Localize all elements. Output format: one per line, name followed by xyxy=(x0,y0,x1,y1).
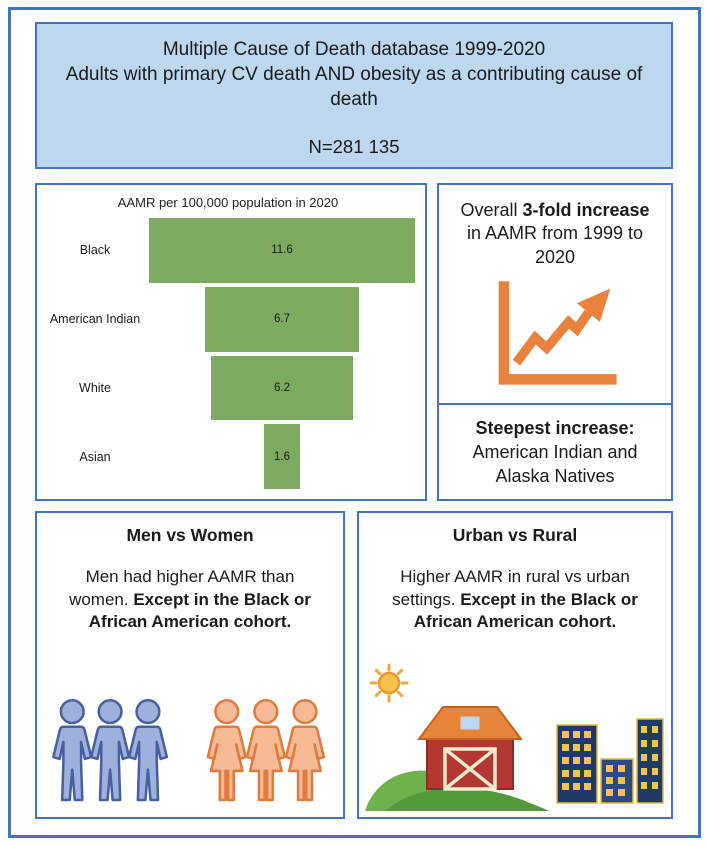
chart-bar: 6.2 xyxy=(210,355,354,421)
increase-text-bold: 3-fold increase xyxy=(522,200,650,220)
increase-text: Overall 3-fold increase in AAMR from 199… xyxy=(456,199,654,269)
infographic-page: Multiple Cause of Death database 1999-20… xyxy=(8,7,701,838)
people-icons-row xyxy=(37,699,343,805)
chart-row: Black 11.6 xyxy=(41,218,415,283)
chart-value-label: 6.7 xyxy=(274,313,290,326)
steepest-text: American Indian and Alaska Natives xyxy=(472,441,638,486)
chart-bar-area: 6.7 xyxy=(149,286,415,352)
sample-size-label: N=281 135 xyxy=(308,136,400,158)
increase-box: Overall 3-fold increase in AAMR from 199… xyxy=(437,183,673,405)
men-vs-women-text-pre: Men had higher AAMR than women. xyxy=(69,567,295,609)
urban-vs-rural-text-pre: Higher AAMR in rural vs urban settings. xyxy=(392,567,630,609)
chart-row: White 6.2 xyxy=(41,355,415,421)
chart-category-label: Black xyxy=(79,243,111,258)
chart-bar-area: 11.6 xyxy=(149,218,415,283)
chart-bar-area: 6.2 xyxy=(149,355,415,421)
chart-bar-area: 1.6 xyxy=(149,424,415,489)
men-vs-women-box: Men vs Women Men had higher AAMR than wo… xyxy=(35,511,345,819)
chart-bar: 11.6 xyxy=(149,218,415,283)
trend-up-chart-icon xyxy=(498,281,617,385)
chart-row: Asian 1.6 xyxy=(41,424,415,489)
header-title-line2: Adults with primary CV death AND obesity… xyxy=(65,64,643,111)
steepest-box: Steepest increase: American Indian and A… xyxy=(437,403,673,501)
men-group-icon xyxy=(52,699,169,802)
chart-value-label: 1.6 xyxy=(274,450,290,463)
chart-rows: Black 11.6 American Indian 6.7 White 6.2 Asian… xyxy=(41,218,415,491)
men-vs-women-title: Men vs Women xyxy=(126,525,254,545)
hills-icon xyxy=(365,770,549,811)
steepest-heading: Steepest increase: xyxy=(475,418,635,438)
men-vs-women-text-bold: Except in the Black or African American … xyxy=(88,589,311,632)
chart-value-label: 11.6 xyxy=(271,244,293,257)
chart-row: American Indian 6.7 xyxy=(41,286,415,352)
increase-text-pre: Overall xyxy=(460,200,523,220)
chart-bar: 1.6 xyxy=(263,424,301,489)
barn-icon xyxy=(417,706,523,791)
men-vs-women-text: Men had higher AAMR than women. Except i… xyxy=(37,566,343,634)
header-title-line1: Multiple Cause of Death database 1999-20… xyxy=(162,39,546,60)
urban-vs-rural-title: Urban vs Rural xyxy=(452,525,578,545)
chart-bar: 6.7 xyxy=(205,286,359,352)
urban-vs-rural-text: Higher AAMR in rural vs urban settings. … xyxy=(359,566,671,634)
farm-city-scene xyxy=(365,663,664,811)
chart-category-label: Asian xyxy=(79,449,111,464)
chart-category-label: American Indian xyxy=(49,312,141,327)
header-box: Multiple Cause of Death database 1999-20… xyxy=(35,22,673,169)
aamr-chart-panel: AAMR per 100,000 population in 2020 Blac… xyxy=(35,183,427,501)
chart-title: AAMR per 100,000 population in 2020 xyxy=(117,195,339,210)
urban-vs-rural-box: Urban vs Rural Higher AAMR in rural vs u… xyxy=(357,511,673,819)
city-buildings-icon xyxy=(556,718,664,804)
chart-category-label: White xyxy=(79,380,111,395)
women-group-icon xyxy=(206,699,326,802)
chart-value-label: 6.2 xyxy=(273,381,290,394)
urban-vs-rural-text-bold: Except in the Black or African American … xyxy=(413,589,638,632)
increase-text-post: in AAMR from 1999 to 2020 xyxy=(466,223,644,267)
sun-icon xyxy=(369,663,409,703)
